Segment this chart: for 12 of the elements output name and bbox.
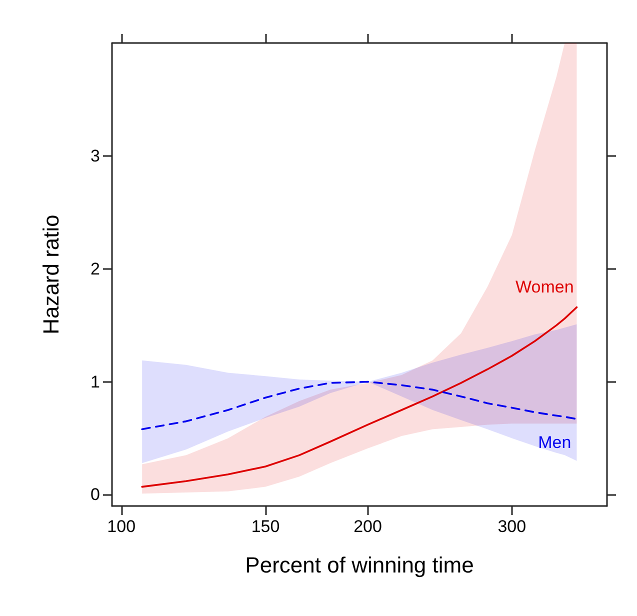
x-axis-title: Percent of winning time: [245, 552, 474, 578]
y-axis-title: Hazard ratio: [38, 214, 64, 334]
y-tick-label: 0: [90, 485, 100, 504]
y-tick-label: 3: [90, 146, 100, 166]
y-tick-label: 1: [90, 372, 100, 392]
series-label: Men: [538, 432, 572, 452]
x-tick-label: 300: [498, 517, 526, 536]
x-tick-label: 100: [107, 517, 136, 536]
series-label: Women: [516, 278, 574, 297]
x-tick-label: 200: [354, 517, 382, 536]
y-tick-label: 2: [90, 259, 100, 278]
x-tick-label: 150: [251, 517, 280, 536]
